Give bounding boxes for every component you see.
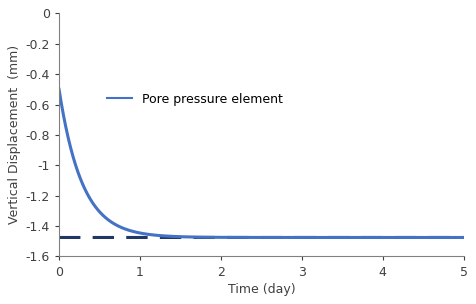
- X-axis label: Time (day): Time (day): [228, 283, 295, 296]
- Y-axis label: Vertical Displacement  (mm): Vertical Displacement (mm): [9, 45, 21, 224]
- Legend: Pore pressure element: Pore pressure element: [101, 88, 288, 111]
